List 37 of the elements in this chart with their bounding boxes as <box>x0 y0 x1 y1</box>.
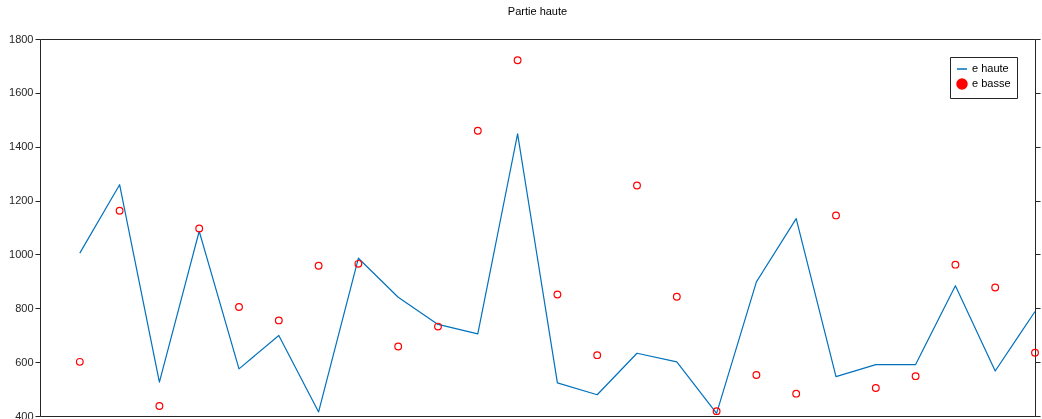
legend-label: e basse <box>972 77 1011 89</box>
point <box>354 259 363 268</box>
point <box>115 206 124 215</box>
y-tick-label: 400 <box>15 409 34 419</box>
point <box>394 342 403 351</box>
point <box>274 316 283 325</box>
point <box>195 224 204 233</box>
legend-label: e haute <box>972 62 1009 74</box>
y-tick-label: 1800 <box>9 32 34 45</box>
point <box>712 407 721 416</box>
point <box>792 389 801 398</box>
point <box>434 322 442 331</box>
y-tick-label: 800 <box>15 301 34 314</box>
point <box>752 371 761 380</box>
point <box>473 126 482 135</box>
point <box>513 56 522 65</box>
y-tick-label: 1600 <box>9 86 34 99</box>
point <box>633 181 641 190</box>
point <box>593 351 602 360</box>
line-series <box>79 133 1036 414</box>
point <box>314 261 323 270</box>
y-tick-label: 1000 <box>9 247 34 260</box>
point <box>832 211 840 220</box>
y-tick-label: 1200 <box>9 194 34 207</box>
point <box>871 384 880 392</box>
point <box>75 357 84 366</box>
point <box>155 402 164 410</box>
point <box>911 372 920 381</box>
y-tick-label: 1400 <box>9 140 34 153</box>
point <box>553 290 562 299</box>
point <box>951 260 960 269</box>
point <box>1031 348 1039 357</box>
point <box>235 302 243 311</box>
point <box>672 292 681 301</box>
chart-title: Partie haute <box>507 5 568 17</box>
y-tick-label: 600 <box>15 355 34 368</box>
point <box>991 283 1000 292</box>
